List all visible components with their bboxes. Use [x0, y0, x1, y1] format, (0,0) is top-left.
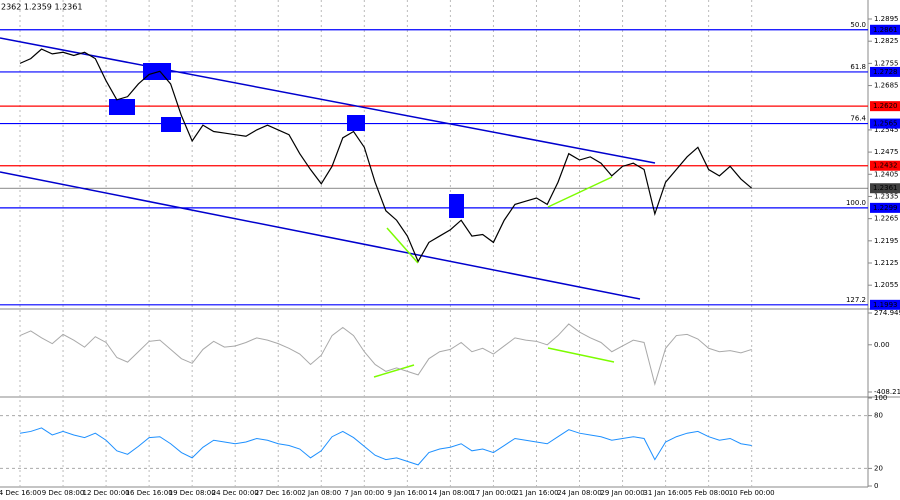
x-tick-label: 2 Jan 08:00 [301, 489, 341, 497]
x-tick-label: 17 Jan 00:00 [471, 489, 515, 497]
level-label: 1.2565 [873, 120, 898, 128]
y-tick-label: 1.2195 [874, 237, 899, 245]
zone-box [347, 115, 365, 131]
divergence-line [386, 227, 419, 264]
zone-box [109, 99, 135, 115]
x-tick-label: 7 Jan 00:00 [344, 489, 384, 497]
zone-box [161, 117, 181, 132]
y-tick-label: 100 [874, 394, 887, 402]
x-tick-label: 21 Jan 16:00 [514, 489, 558, 497]
y-tick-label: -408.211 [874, 388, 900, 396]
y-tick-label: 1.2825 [874, 37, 899, 45]
x-tick-label: 24 Dec 00:00 [212, 489, 259, 497]
fib-label: 50.0 [850, 21, 866, 29]
level-label: 1.2299 [873, 204, 898, 212]
y-tick-label: 0.00 [874, 341, 890, 349]
y-tick-label: 1.2545 [874, 126, 899, 134]
x-tick-label: 16 Dec 16:00 [126, 489, 173, 497]
x-tick-label: 5 Feb 08:00 [688, 489, 729, 497]
x-tick-label: 10 Feb 00:00 [729, 489, 775, 497]
y-tick-label: 1.2055 [874, 281, 899, 289]
channel-line [0, 37, 656, 164]
level-label: 1.2728 [873, 68, 898, 76]
divergence-line [547, 176, 613, 208]
level-label: 1.2861 [873, 26, 898, 34]
y-tick-label: 1.2335 [874, 192, 899, 200]
fib-label: 61.8 [850, 63, 866, 71]
x-tick-label: 27 Dec 16:00 [255, 489, 302, 497]
level-label-box [870, 183, 900, 194]
data-line [19, 427, 752, 466]
level-label: 1.2620 [873, 102, 898, 110]
fib-label: 100.0 [846, 199, 866, 207]
level-label-box [870, 160, 900, 171]
y-tick-label: 80 [874, 412, 883, 420]
divergence-line [547, 347, 615, 363]
y-tick-label: 1.2405 [874, 170, 899, 178]
level-label: 1.2361 [873, 184, 898, 192]
divergence-lines [373, 176, 615, 378]
x-tick-label: 9 Jan 16:00 [387, 489, 427, 497]
divergence-line [373, 364, 415, 378]
data-line [19, 48, 753, 263]
y-tick-label: 0 [874, 482, 878, 490]
channel-line [0, 171, 641, 300]
x-tick-label: 31 Jan 16:00 [643, 489, 687, 497]
y-tick-label: 1.2475 [874, 148, 899, 156]
level-label: 1.2432 [873, 162, 898, 170]
header: 2362 1.2359 1.2361 [1, 3, 82, 12]
y-tick-label: 1.2125 [874, 259, 899, 267]
level-label-box [870, 299, 900, 310]
x-tick-label: 19 Dec 08:00 [169, 489, 216, 497]
zone-box [449, 194, 464, 218]
y-tick-label: 20 [874, 464, 883, 472]
y-tick-label: 1.2895 [874, 15, 899, 23]
level-label-box [870, 118, 900, 129]
level-label-box [870, 101, 900, 112]
x-tick-label: 24 Jan 08:00 [557, 489, 601, 497]
x-tick-label: 14 Jan 08:00 [428, 489, 472, 497]
fib-label: 127.2 [846, 296, 866, 304]
level-label: 1.1993 [873, 301, 898, 309]
x-tick-label: 9 Dec 08:00 [42, 489, 85, 497]
y-tick-label: 1.2265 [874, 215, 899, 223]
x-tick-label: 4 Dec 16:00 [0, 489, 41, 497]
level-label-box [870, 24, 900, 35]
x-tick-label: 29 Jan 00:00 [600, 489, 644, 497]
level-label-box [870, 202, 900, 213]
data-line [19, 323, 752, 386]
y-tick-label: 1.2685 [874, 82, 899, 90]
fib-label: 76.4 [850, 115, 866, 123]
y-tick-label: 274.9492 [874, 309, 900, 317]
level-label-box [870, 66, 900, 77]
zone-box [143, 63, 171, 80]
y-tick-label: 1.2755 [874, 59, 899, 67]
x-tick-label: 12 Dec 00:00 [83, 489, 130, 497]
